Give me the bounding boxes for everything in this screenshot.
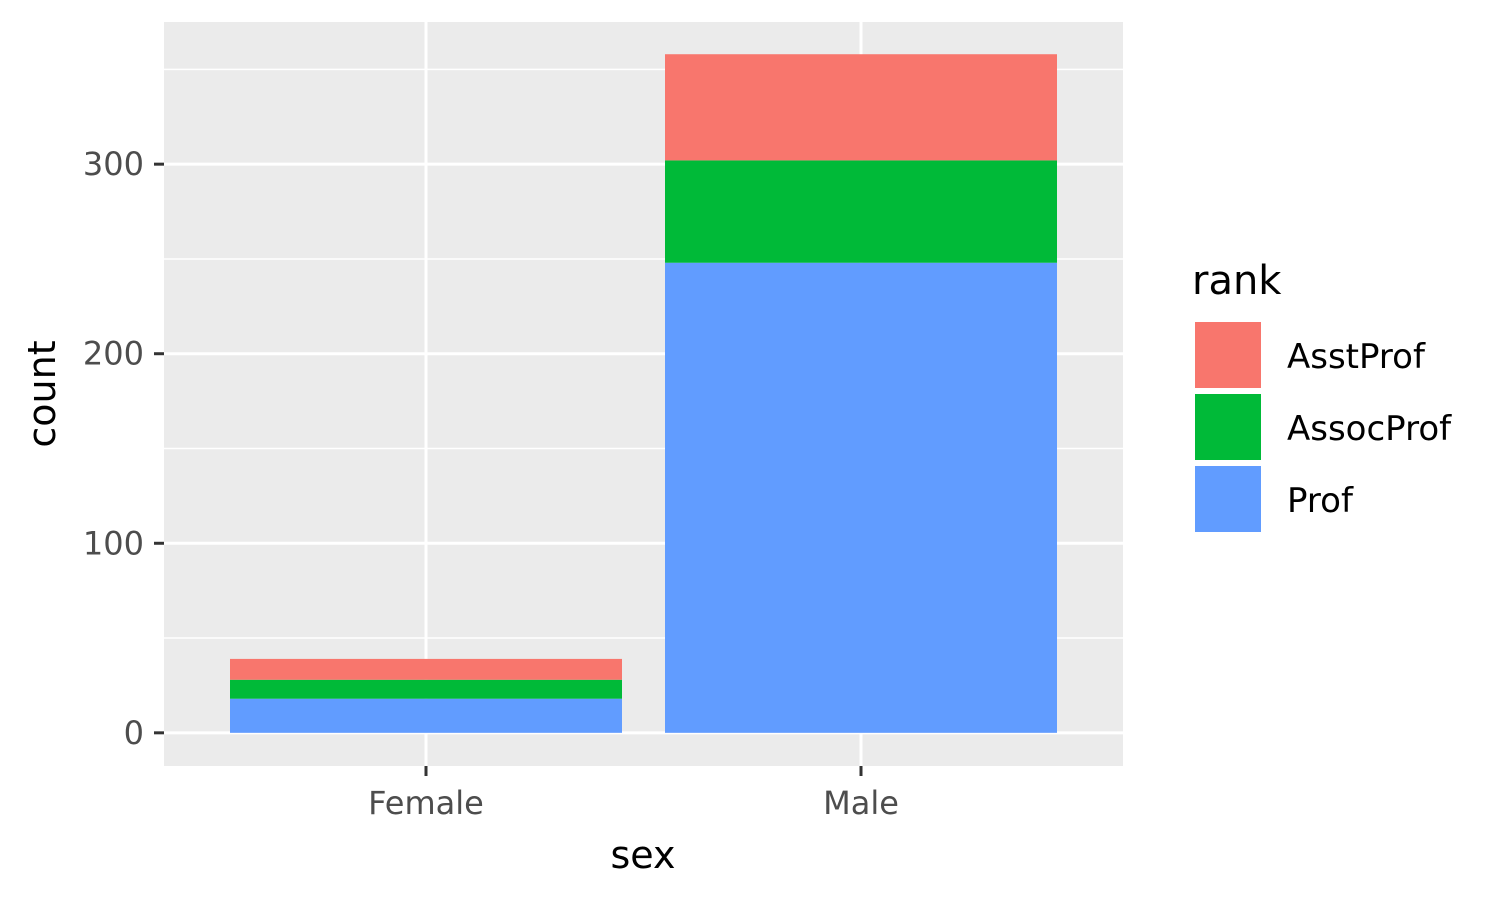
x-axis-title: sex [611,833,676,877]
x-tick-label: Male [823,784,899,822]
y-tick-label: 0 [124,714,144,752]
legend-key-assocprof [1195,394,1261,460]
y-axis: 0 100 200 300 [83,145,164,752]
legend-label: AsstProf [1287,337,1426,377]
bar-male-assocprof [665,160,1057,263]
legend-key-prof [1195,466,1261,532]
legend-label: AssocProf [1287,409,1452,449]
legend: rank AsstProf AssocProf Prof [1192,258,1452,532]
y-tick-label: 300 [83,145,144,183]
legend-title: rank [1192,258,1282,304]
bar-male-asstprof [665,54,1057,161]
y-axis-title: count [20,340,64,447]
y-tick-label: 100 [83,524,144,562]
bar-female-assocprof [230,679,622,699]
y-tick-label: 200 [83,335,144,373]
x-axis: Female Male [368,766,899,822]
bar-male-prof [665,262,1057,733]
bar-female-prof [230,698,622,733]
legend-key-asstprof [1195,322,1261,388]
x-tick-label: Female [368,784,484,822]
bars [230,54,1057,733]
legend-label: Prof [1287,481,1354,521]
bar-female-asstprof [230,658,622,680]
